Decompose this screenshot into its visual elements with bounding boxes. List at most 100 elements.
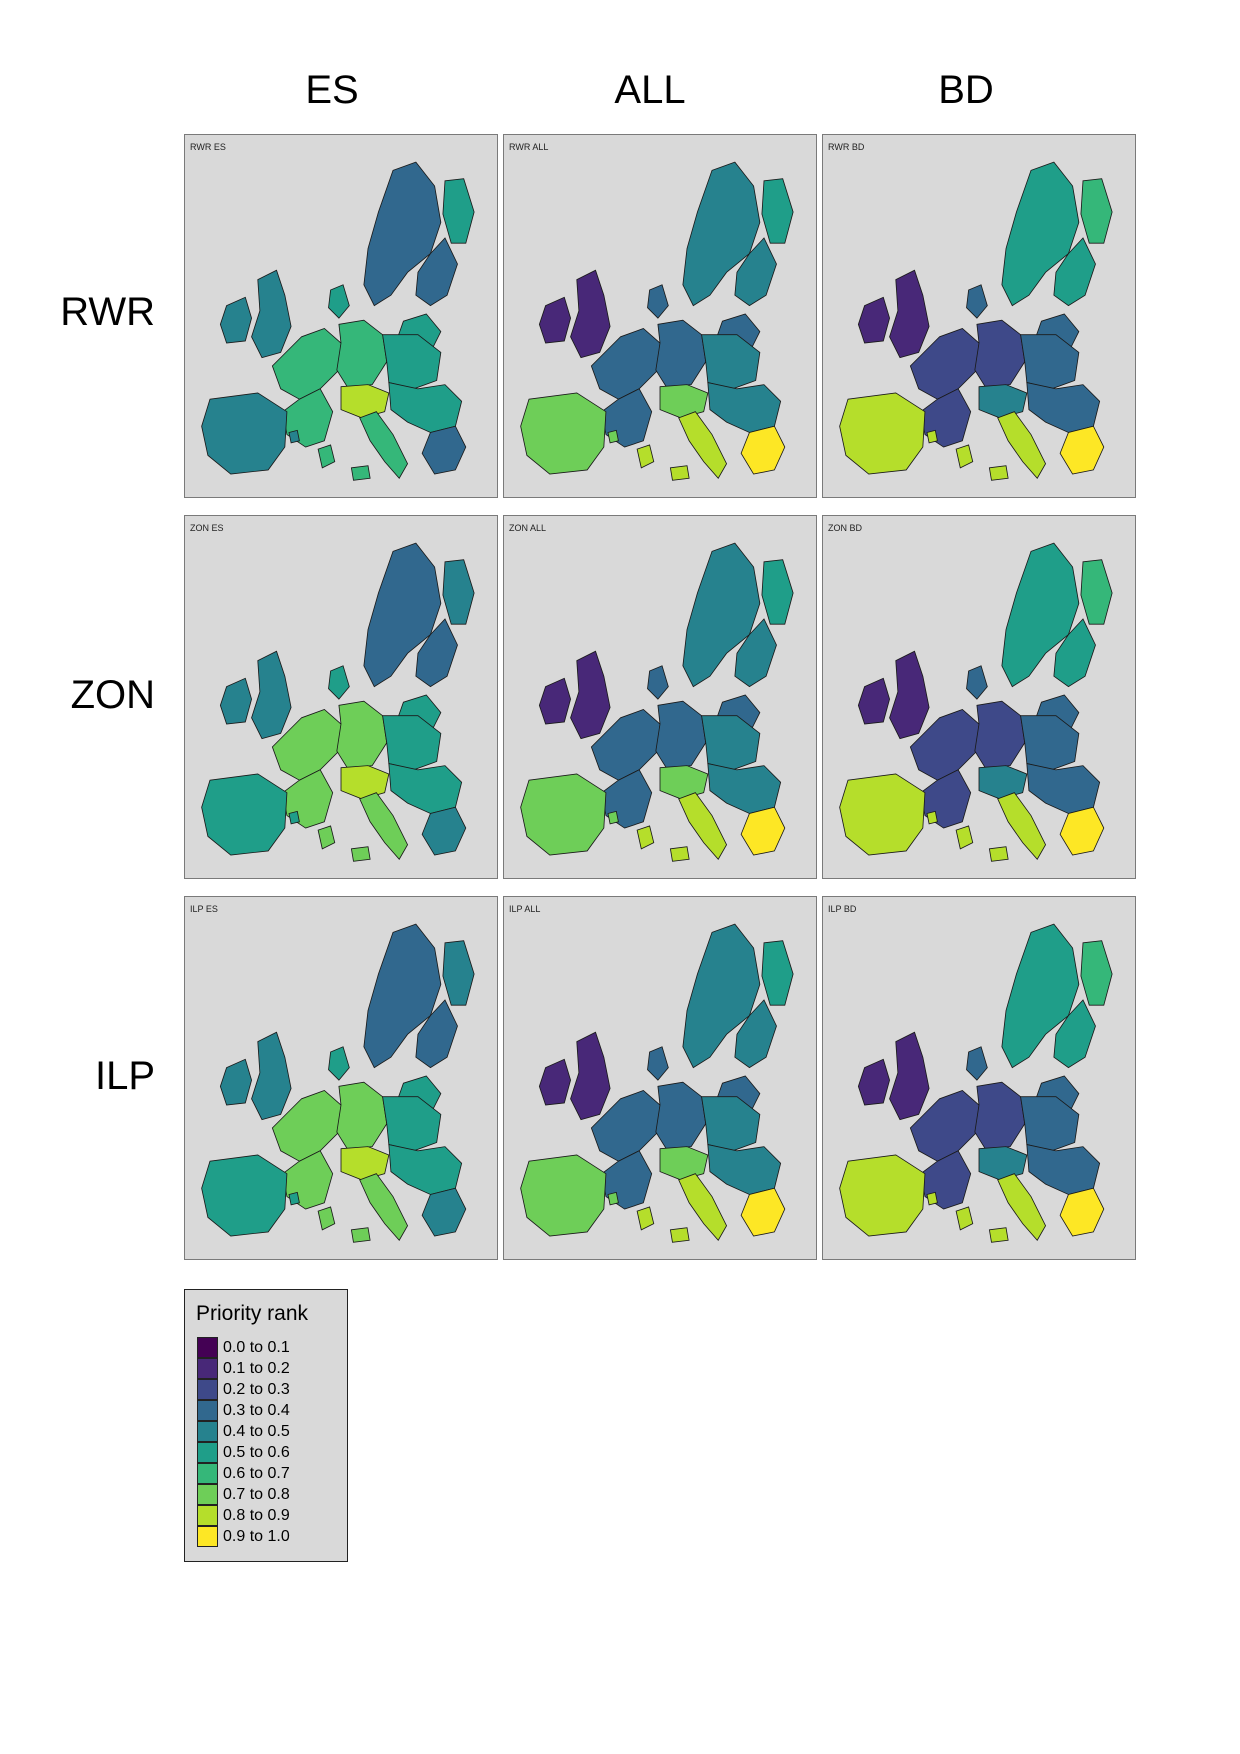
map-region <box>382 334 442 390</box>
europe-map <box>839 161 1113 481</box>
legend: Priority rank 0.0 to 0.1 0.1 to 0.2 0.2 … <box>184 1289 348 1562</box>
map-region <box>839 392 926 475</box>
legend-item: 0.5 to 0.6 <box>197 1442 290 1463</box>
map-panel-ilp-all: ILP ALL <box>503 896 817 1260</box>
map-region <box>988 1227 1009 1243</box>
map-region <box>442 178 475 244</box>
legend-label: 0.8 to 0.9 <box>223 1506 290 1524</box>
map-region <box>707 763 782 814</box>
map-region <box>415 237 458 307</box>
map-region <box>421 425 467 475</box>
panel-label: ILP BD <box>828 904 857 914</box>
map-region <box>740 1187 786 1237</box>
map-region <box>415 618 458 688</box>
map-region <box>761 940 794 1006</box>
map-region <box>340 384 390 419</box>
map-region <box>1020 1096 1080 1152</box>
map-region <box>889 1031 930 1121</box>
map-region <box>317 1206 336 1231</box>
map-region <box>1080 178 1113 244</box>
map-region <box>636 444 655 469</box>
map-region <box>201 392 288 475</box>
map-region <box>382 1096 442 1152</box>
map-region <box>1020 715 1080 771</box>
map-region <box>926 810 938 825</box>
map-region <box>647 1046 669 1081</box>
map-region <box>1026 382 1101 433</box>
legend-item: 0.2 to 0.3 <box>197 1379 290 1400</box>
map-region <box>570 269 611 359</box>
map-region <box>251 269 292 359</box>
map-region <box>889 269 930 359</box>
map-region <box>317 825 336 850</box>
legend-label: 0.3 to 0.4 <box>223 1401 290 1419</box>
map-region <box>359 411 409 479</box>
map-region <box>1001 161 1080 307</box>
map-region <box>997 411 1047 479</box>
legend-item: 0.9 to 1.0 <box>197 1526 290 1547</box>
map-region <box>201 1154 288 1237</box>
map-region <box>1020 334 1080 390</box>
legend-label: 0.0 to 0.1 <box>223 1338 290 1356</box>
map-panel-zon-all: ZON ALL <box>503 515 817 879</box>
map-region <box>655 319 707 388</box>
map-region <box>734 999 777 1069</box>
map-region <box>926 429 938 444</box>
legend-item: 0.8 to 0.9 <box>197 1505 290 1526</box>
map-region <box>978 765 1028 800</box>
map-region <box>317 444 336 469</box>
map-region <box>669 465 690 481</box>
legend-swatch <box>197 1442 218 1463</box>
legend-item: 0.4 to 0.5 <box>197 1421 290 1442</box>
map-panel-zon-es: ZON ES <box>184 515 498 879</box>
row-header-zon: ZON <box>70 673 155 717</box>
map-panel-rwr-es: RWR ES <box>184 134 498 498</box>
map-region <box>288 429 300 444</box>
map-region <box>1059 806 1105 856</box>
map-region <box>974 1081 1026 1150</box>
legend-swatch <box>197 1379 218 1400</box>
map-region <box>955 444 974 469</box>
map-region <box>659 384 709 419</box>
map-region <box>707 1144 782 1195</box>
legend-swatch <box>197 1358 218 1379</box>
map-region <box>955 1206 974 1231</box>
map-region <box>340 765 390 800</box>
map-region <box>761 178 794 244</box>
map-region <box>1059 1187 1105 1237</box>
map-region <box>219 677 252 725</box>
map-region <box>1053 237 1096 307</box>
map-region <box>1053 618 1096 688</box>
map-region <box>363 542 442 688</box>
map-panel-rwr-bd: RWR BD <box>822 134 1136 498</box>
map-region <box>740 806 786 856</box>
map-region <box>1026 763 1101 814</box>
map-region <box>974 700 1026 769</box>
map-region <box>955 825 974 850</box>
map-region <box>978 1146 1028 1181</box>
map-region <box>682 542 761 688</box>
map-region <box>978 384 1028 419</box>
map-region <box>682 161 761 307</box>
panel-label: ZON ALL <box>509 523 547 533</box>
legend-item: 0.3 to 0.4 <box>197 1400 290 1421</box>
legend-swatch <box>197 1484 218 1505</box>
map-region <box>538 677 571 725</box>
map-region <box>701 715 761 771</box>
map-region <box>1053 999 1096 1069</box>
map-region <box>966 665 988 700</box>
map-region <box>328 284 350 319</box>
row-header-rwr: RWR <box>60 290 155 334</box>
map-region <box>734 618 777 688</box>
map-region <box>678 792 728 860</box>
map-region <box>988 465 1009 481</box>
europe-map <box>201 923 475 1243</box>
map-region <box>926 1191 938 1206</box>
map-region <box>570 650 611 740</box>
europe-map <box>520 542 794 862</box>
map-region <box>336 319 388 388</box>
column-header-es: ES <box>305 68 359 112</box>
legend-label: 0.9 to 1.0 <box>223 1527 290 1545</box>
row-header-ilp: ILP <box>94 1054 155 1098</box>
europe-map <box>201 161 475 481</box>
